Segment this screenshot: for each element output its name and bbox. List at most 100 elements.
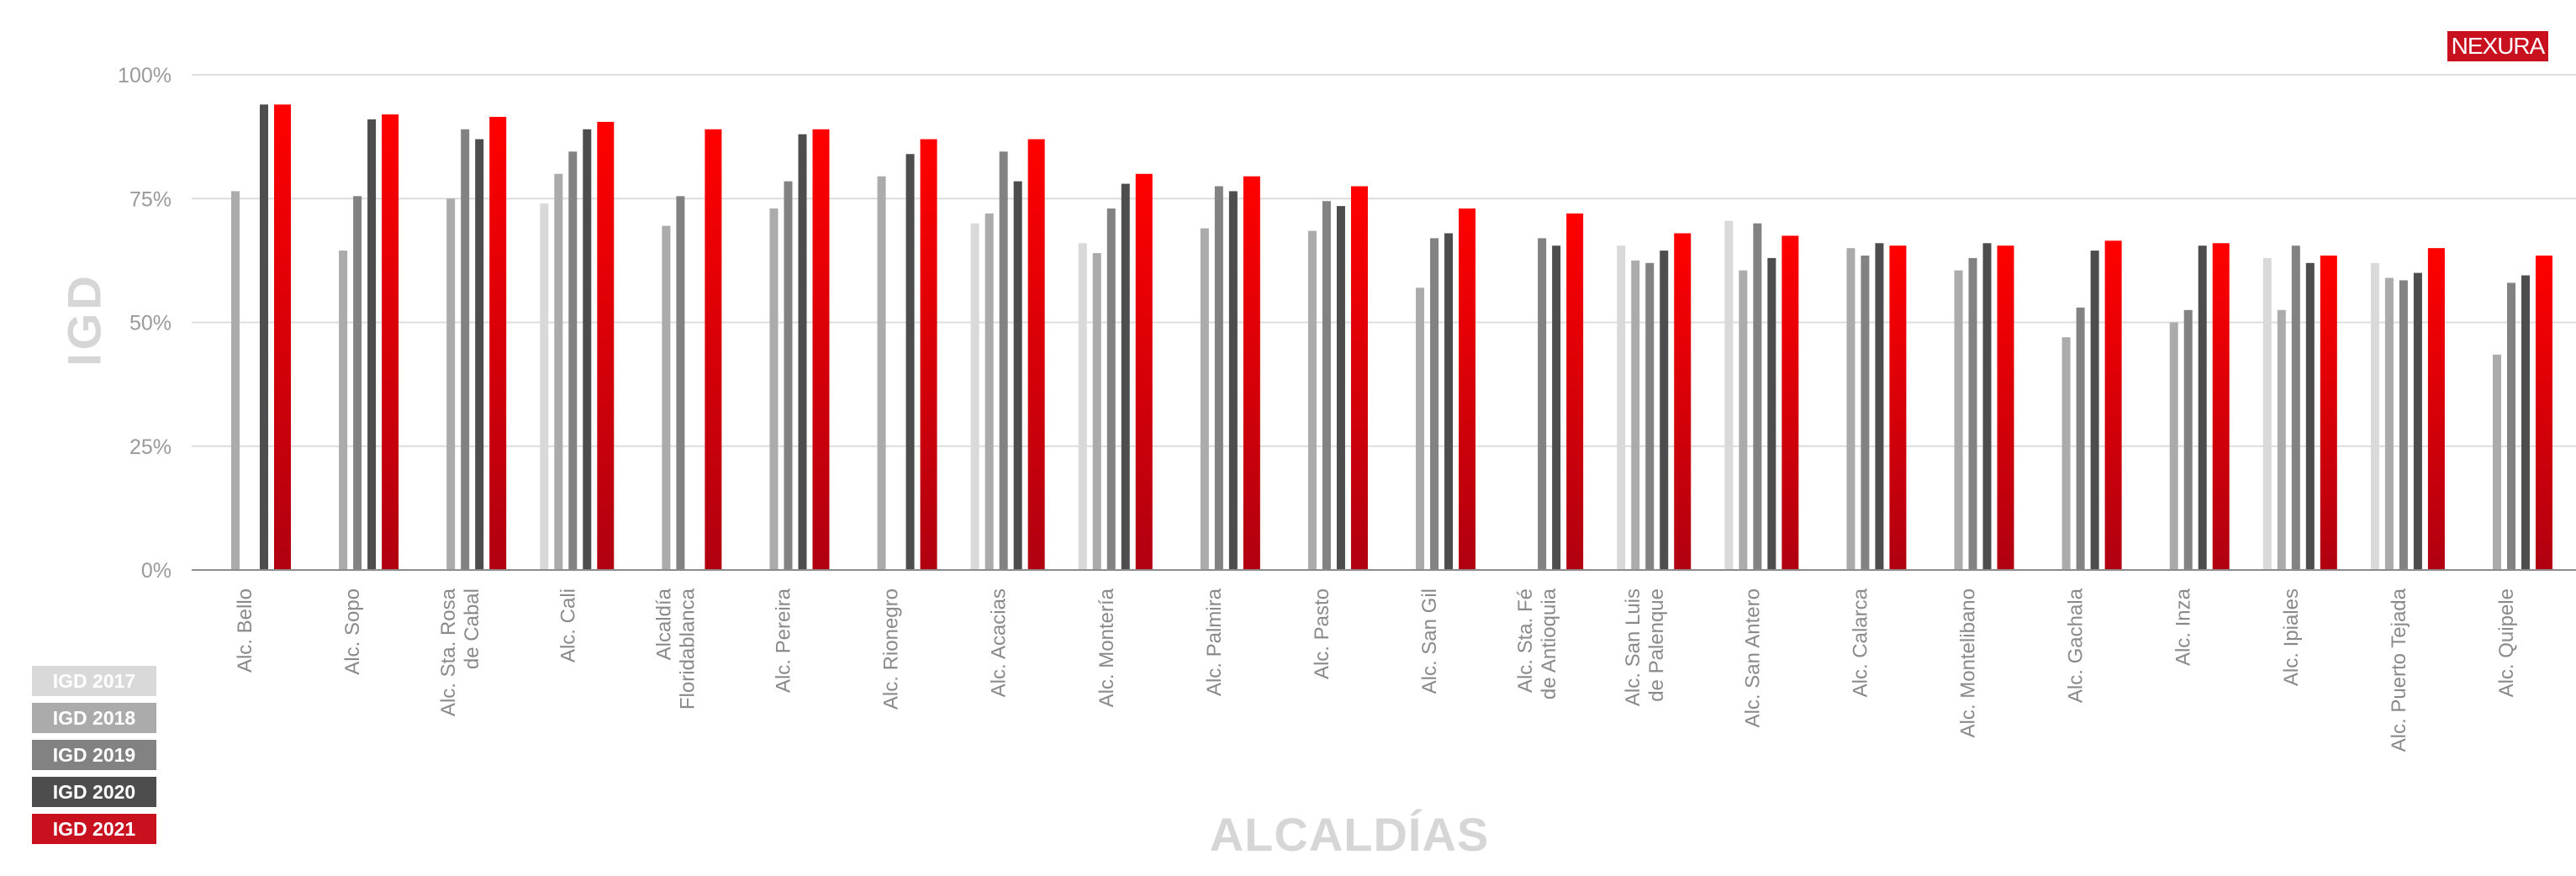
x-tick-label: Alc. Pasto	[1311, 588, 1333, 679]
bar-igd-2019	[2399, 280, 2408, 570]
x-tick-label: Floridablanca	[676, 588, 699, 710]
bar-igd-2018	[1846, 248, 1855, 570]
y-axis-title: IGD	[57, 272, 111, 367]
bar-igd-2018	[662, 225, 671, 570]
bar-igd-2019	[1430, 238, 1439, 570]
legend-item-2018: IGD 2018	[32, 703, 156, 733]
bar-igd-2018	[339, 251, 348, 570]
x-tick-label: Alc. Montería	[1095, 588, 1118, 707]
bar-igd-2018	[2169, 322, 2178, 570]
y-tick-label: 50%	[129, 312, 172, 335]
bar-igd-2020	[1444, 233, 1454, 570]
bar-igd-2020	[1552, 245, 1561, 570]
x-tick-label: Alc. Gachala	[2065, 588, 2088, 703]
bar-igd-2018	[2061, 337, 2071, 570]
bar-igd-2020	[260, 104, 268, 571]
bar-igd-2021	[1135, 173, 1153, 571]
bar-igd-2019	[1322, 201, 1331, 570]
y-tick-label: 25%	[129, 435, 172, 459]
bar-igd-2020	[1982, 243, 1992, 570]
bar-igd-2018	[1092, 253, 1101, 570]
x-tick-label: Alc. Inza	[2172, 588, 2195, 666]
bar-igd-2019	[1968, 257, 1977, 570]
bar-igd-2017	[540, 203, 549, 570]
bar-igd-2019	[568, 151, 578, 571]
bar-igd-2019	[2291, 245, 2300, 570]
bar-igd-2018	[1739, 270, 1748, 570]
bar-igd-2020	[1336, 206, 1345, 570]
bar-igd-2018	[1954, 270, 1963, 570]
bar-igd-2018	[877, 176, 886, 570]
bar-igd-2017	[1724, 220, 1734, 570]
bar-igd-2018	[446, 198, 456, 570]
x-tick-label: de Palenque	[1645, 588, 1668, 702]
y-tick-label: 0%	[141, 559, 172, 583]
bar-igd-2019	[1861, 255, 1870, 570]
x-tick-label: Alc. Quipele	[2495, 588, 2518, 697]
bar-igd-2020	[798, 134, 807, 570]
x-axis-ticks: Alc. Bello Alc. Sopo Alc. Sta. Rosa de Caba…	[234, 588, 2518, 752]
bar-igd-2018	[769, 208, 779, 570]
bar-igd-2018	[1631, 260, 1640, 570]
bar-igd-2017	[2262, 257, 2272, 570]
bar-igd-2019	[2183, 309, 2193, 570]
bar-igd-2021	[597, 121, 615, 570]
legend-item-2019: IGD 2019	[32, 740, 156, 770]
nexura-logo: NEXURA	[2445, 29, 2551, 64]
bar-igd-2020	[475, 139, 484, 570]
x-tick-label: Alc. San Gil	[1418, 588, 1441, 694]
x-tick-label: Alcaldía	[652, 588, 675, 660]
y-axis-ticks: 0% 25% 50% 75% 100%	[118, 64, 172, 583]
bar-igd-2017	[1078, 243, 1087, 570]
bar-igd-2019	[1106, 208, 1116, 570]
bar-igd-2018	[1307, 230, 1317, 570]
bar-igd-2021	[382, 114, 399, 570]
bar-igd-2020	[1228, 191, 1238, 571]
bar-igd-2021	[1997, 245, 2014, 570]
bar-igd-2020	[367, 119, 377, 570]
bar-igd-2021	[1459, 208, 1476, 570]
bar-igd-2019	[784, 181, 793, 570]
bar-igd-2020	[1013, 181, 1022, 570]
bar-igd-2019	[1538, 238, 1547, 570]
bar-igd-2018	[984, 213, 994, 571]
bar-igd-2021	[1889, 245, 1907, 570]
x-tick-label: Alc. Palmira	[1203, 588, 1226, 696]
x-tick-label: Alc. San Luis	[1622, 588, 1644, 706]
bar-igd-2020	[2521, 275, 2530, 570]
bar-igd-2021	[1782, 235, 1799, 570]
x-tick-label: Alc. Sta. Fé	[1514, 588, 1537, 693]
legend-item-2021: IGD 2021	[32, 814, 156, 844]
bar-igd-2020	[1121, 183, 1130, 570]
bar-igd-2021	[812, 129, 830, 571]
bar-igd-2019	[1214, 186, 1223, 570]
bar-igd-2017	[1617, 245, 1626, 570]
x-tick-label: Alc. San Antero	[1741, 588, 1764, 727]
bar-igd-2021	[1243, 176, 1260, 570]
bar-igd-2021	[2104, 240, 2122, 570]
bar-igd-2019	[999, 151, 1008, 571]
x-tick-label: Alc. Pereira	[772, 588, 794, 693]
bar-igd-2018	[1200, 228, 1209, 570]
bar-igd-2020	[905, 154, 915, 571]
bar-igd-2018	[2277, 309, 2286, 570]
bar-igd-2021	[2427, 248, 2445, 570]
bar-igd-2019	[1645, 262, 1655, 570]
x-tick-label: Alc. Rionegro	[880, 588, 903, 710]
x-tick-label: de Cabal	[461, 588, 483, 669]
y-tick-label: 75%	[129, 187, 172, 211]
bar-igd-2019	[2507, 282, 2515, 570]
bar-igd-2021	[920, 139, 937, 570]
bar-igd-2019	[1753, 223, 1762, 570]
bar-igd-2018	[2493, 354, 2501, 570]
bar-igd-2019	[2076, 307, 2085, 570]
bar-igd-2021	[2320, 255, 2337, 570]
bar-igd-2021	[2536, 255, 2552, 570]
x-tick-label: Alc. Sopo	[341, 588, 364, 675]
bar-igd-2020	[1875, 243, 1884, 570]
bar-igd-2020	[1660, 251, 1669, 570]
x-tick-label: Alc. Sta. Rosa	[437, 588, 460, 716]
bar-igd-2021	[489, 117, 507, 570]
bar-igd-2017	[970, 223, 979, 570]
